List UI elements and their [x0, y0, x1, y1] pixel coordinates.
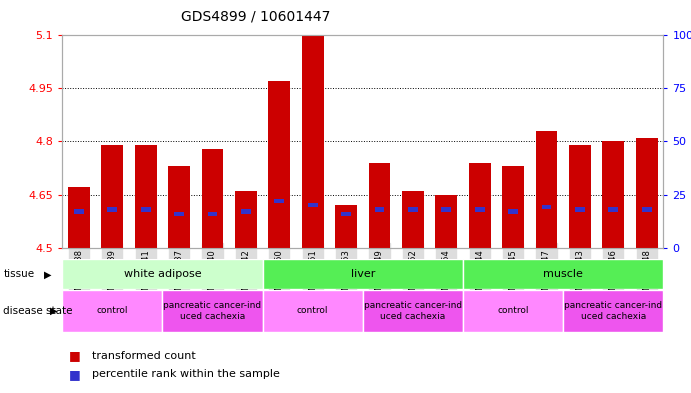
Bar [435, 195, 457, 248]
Bar [408, 207, 418, 211]
Text: pancreatic cancer-ind
uced cachexia: pancreatic cancer-ind uced cachexia [363, 301, 462, 321]
Text: pancreatic cancer-ind
uced cachexia: pancreatic cancer-ind uced cachexia [163, 301, 262, 321]
Bar [263, 259, 463, 289]
Text: GDS4899 / 10601447: GDS4899 / 10601447 [181, 10, 330, 24]
Bar [468, 163, 491, 248]
Bar [508, 209, 518, 214]
Bar [335, 205, 357, 248]
Bar [274, 199, 284, 203]
Bar [135, 145, 157, 248]
Bar [241, 209, 251, 214]
Bar [174, 211, 184, 216]
Bar [575, 207, 585, 211]
Bar [62, 290, 162, 332]
Bar [207, 211, 218, 216]
Text: white adipose: white adipose [124, 269, 201, 279]
Bar [74, 209, 84, 214]
Bar [307, 203, 318, 207]
Bar [368, 163, 390, 248]
Bar [542, 205, 551, 209]
Text: control: control [297, 307, 328, 315]
Text: ▶: ▶ [44, 269, 51, 279]
Bar [162, 290, 263, 332]
Bar [569, 145, 591, 248]
Bar [502, 166, 524, 248]
Text: ■: ■ [69, 349, 81, 362]
Bar [463, 290, 563, 332]
Bar [107, 207, 117, 211]
Text: transformed count: transformed count [92, 351, 196, 361]
Bar [62, 259, 263, 289]
Text: control: control [498, 307, 529, 315]
Bar [141, 207, 151, 211]
Bar [102, 145, 123, 248]
Bar [463, 259, 663, 289]
Text: control: control [97, 307, 128, 315]
Text: percentile rank within the sample: percentile rank within the sample [92, 369, 280, 379]
Bar [363, 290, 463, 332]
Bar [268, 81, 290, 248]
Bar [263, 290, 363, 332]
Text: ▶: ▶ [50, 306, 57, 316]
Bar [402, 191, 424, 248]
Bar [68, 187, 90, 248]
Bar [603, 141, 624, 248]
Bar [475, 207, 484, 211]
Bar [302, 35, 323, 248]
Bar [375, 207, 384, 211]
Bar [642, 207, 652, 211]
Bar [235, 191, 257, 248]
Bar [563, 290, 663, 332]
Text: liver: liver [350, 269, 375, 279]
Bar [636, 138, 658, 248]
Text: tissue: tissue [3, 269, 35, 279]
Bar [341, 211, 351, 216]
Bar [608, 207, 618, 211]
Bar [202, 149, 223, 248]
Text: pancreatic cancer-ind
uced cachexia: pancreatic cancer-ind uced cachexia [564, 301, 663, 321]
Text: muscle: muscle [543, 269, 583, 279]
Bar [536, 131, 558, 248]
Text: disease state: disease state [3, 306, 73, 316]
Text: ■: ■ [69, 367, 81, 381]
Bar [442, 207, 451, 211]
Bar [168, 166, 190, 248]
